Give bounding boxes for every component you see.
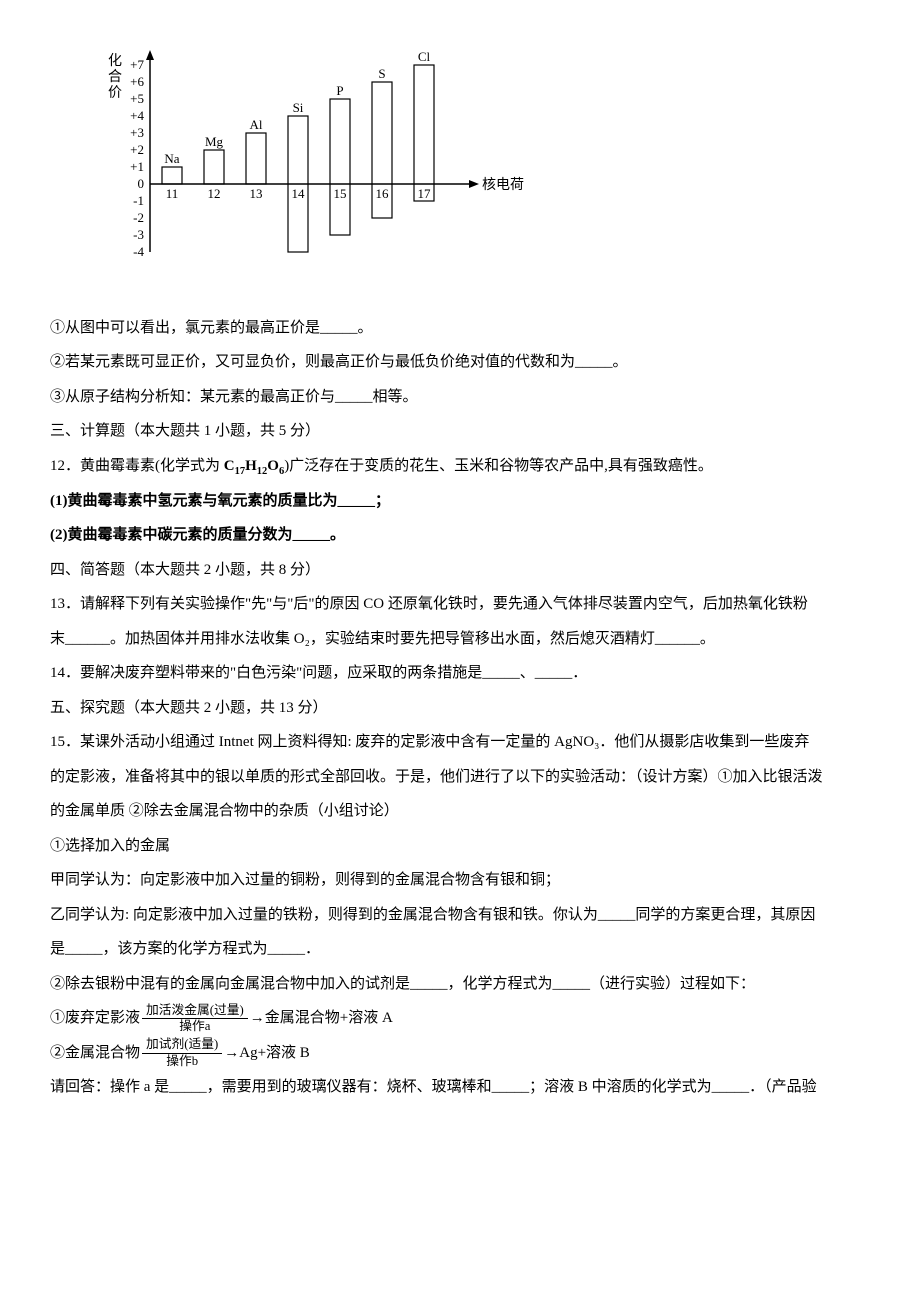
step2-arrow: 加试剂(适量)操作b <box>142 1037 222 1069</box>
step1-left: ①废弃定影液 <box>50 1010 140 1026</box>
chart-note-2: ②若某元素既可显正价，又可显负价，则最高正价与最低负价绝对值的代数和为_____… <box>50 345 870 380</box>
step2-right: Ag+溶液 B <box>239 1045 310 1061</box>
q13-line-b: 末______。加热固体并用排水法收集 O₂，实验结束时要先把导管移出水面，然后… <box>50 622 870 657</box>
q15-step-2: ②金属混合物加试剂(适量)操作b→Ag+溶液 B <box>50 1036 870 1071</box>
q13-line-a: 13．请解释下列有关实验操作"先"与"后"的原因 CO 还原氧化铁时，要先通入气… <box>50 587 870 622</box>
svg-text:P: P <box>336 83 343 98</box>
svg-text:化: 化 <box>108 53 122 69</box>
q15-line-b: 的定影液，准备将其中的银以单质的形式全部回收。于是，他们进行了以下的实验活动：（… <box>50 760 870 795</box>
svg-text:Na: Na <box>164 151 179 166</box>
section-4-heading: 四、简答题（本大题共 2 小题，共 8 分） <box>50 553 870 588</box>
q15-line-g: 是_____，该方案的化学方程式为_____． <box>50 932 870 967</box>
q12-text-b: )广泛存在于变质的花生、玉米和谷物等农产品中,具有强致癌性。 <box>284 458 713 474</box>
svg-text:Si: Si <box>293 100 304 115</box>
svg-text:Cl: Cl <box>418 49 431 64</box>
q15-step-1: ①废弃定影液加活泼金属(过量)操作a→金属混合物+溶液 A <box>50 1001 870 1036</box>
valence-chart: -4 -3 -2 -1 0 +1 +2 +3 +4 +5 +6 +7 化合价核电荷数 Na 11 Mg 12 Al… <box>90 45 870 296</box>
q14: 14．要解决废弃塑料带来的"白色污染"问题，应采取的两条措施是_____、___… <box>50 656 870 691</box>
svg-text:0: 0 <box>138 176 145 191</box>
svg-text:S: S <box>378 66 385 81</box>
svg-text:+6: +6 <box>130 74 144 89</box>
chart-note-1: ①从图中可以看出，氯元素的最高正价是_____。 <box>50 311 870 346</box>
svg-text:Al: Al <box>250 117 263 132</box>
q12-part2: (2)黄曲霉毒素中碳元素的质量分数为_____。 <box>50 518 870 553</box>
step2-left: ②金属混合物 <box>50 1045 140 1061</box>
svg-text:12: 12 <box>208 186 221 201</box>
q12-text-a: 12．黄曲霉毒素(化学式为 <box>50 458 224 474</box>
step2-arrow-top: 加试剂(适量) <box>142 1037 222 1053</box>
q12-stem: 12．黄曲霉毒素(化学式为 C17H12O6)广泛存在于变质的花生、玉米和谷物等… <box>50 449 870 484</box>
svg-text:17: 17 <box>418 186 432 201</box>
svg-text:Mg: Mg <box>205 134 224 149</box>
svg-text:+2: +2 <box>130 142 144 157</box>
q15-line-h: ②除去银粉中混有的金属向金属混合物中加入的试剂是_____，化学方程式为____… <box>50 967 870 1002</box>
step1-arrow-bot: 操作a <box>142 1019 248 1034</box>
svg-text:+5: +5 <box>130 91 144 106</box>
step1-arrow-top: 加活泼金属(过量) <box>142 1003 248 1019</box>
q15-line-f: 乙同学认为: 向定影液中加入过量的铁粉，则得到的金属混合物含有银和铁。你认为__… <box>50 898 870 933</box>
svg-text:+7: +7 <box>130 57 144 72</box>
step2-arrow-bot: 操作b <box>142 1054 222 1069</box>
q12-part1: (1)黄曲霉毒素中氢元素与氧元素的质量比为_____； <box>50 484 870 519</box>
section-5-heading: 五、探究题（本大题共 2 小题，共 13 分） <box>50 691 870 726</box>
svg-text:合: 合 <box>108 69 122 85</box>
section-3-heading: 三、计算题（本大题共 1 小题，共 5 分） <box>50 414 870 449</box>
svg-text:-4: -4 <box>133 244 144 259</box>
q15-line-e: 甲同学认为：向定影液中加入过量的铜粉，则得到的金属混合物含有银和铜； <box>50 863 870 898</box>
q12-formula: C17H12O6 <box>224 458 284 474</box>
svg-text:14: 14 <box>292 186 306 201</box>
step1-arrow: 加活泼金属(过量)操作a <box>142 1003 248 1035</box>
q15-line-i: 请回答：操作 a 是_____，需要用到的玻璃仪器有：烧杯、玻璃棒和_____；… <box>50 1070 870 1105</box>
svg-text:+3: +3 <box>130 125 144 140</box>
svg-text:价: 价 <box>108 85 122 101</box>
svg-text:16: 16 <box>376 186 390 201</box>
svg-text:+1: +1 <box>130 159 144 174</box>
valence-chart-svg: -4 -3 -2 -1 0 +1 +2 +3 +4 +5 +6 +7 化合价核电荷数 Na 11 Mg 12 Al… <box>90 45 524 282</box>
svg-text:核电荷数: 核电荷数 <box>482 177 524 193</box>
q15-line-d: ①选择加入的金属 <box>50 829 870 864</box>
step1-right: 金属混合物+溶液 A <box>265 1010 393 1026</box>
svg-text:-3: -3 <box>133 227 144 242</box>
q15-line-a: 15．某课外活动小组通过 Intnet 网上资料得知: 废弃的定影液中含有一定量… <box>50 725 870 760</box>
svg-text:11: 11 <box>166 186 179 201</box>
svg-text:13: 13 <box>250 186 263 201</box>
svg-text:+4: +4 <box>130 108 144 123</box>
chart-note-3: ③从原子结构分析知：某元素的最高正价与_____相等。 <box>50 380 870 415</box>
q15-line-c: 的金属单质 ②除去金属混合物中的杂质（小组讨论） <box>50 794 870 829</box>
svg-text:-1: -1 <box>133 193 144 208</box>
svg-text:15: 15 <box>334 186 347 201</box>
svg-text:-2: -2 <box>133 210 144 225</box>
